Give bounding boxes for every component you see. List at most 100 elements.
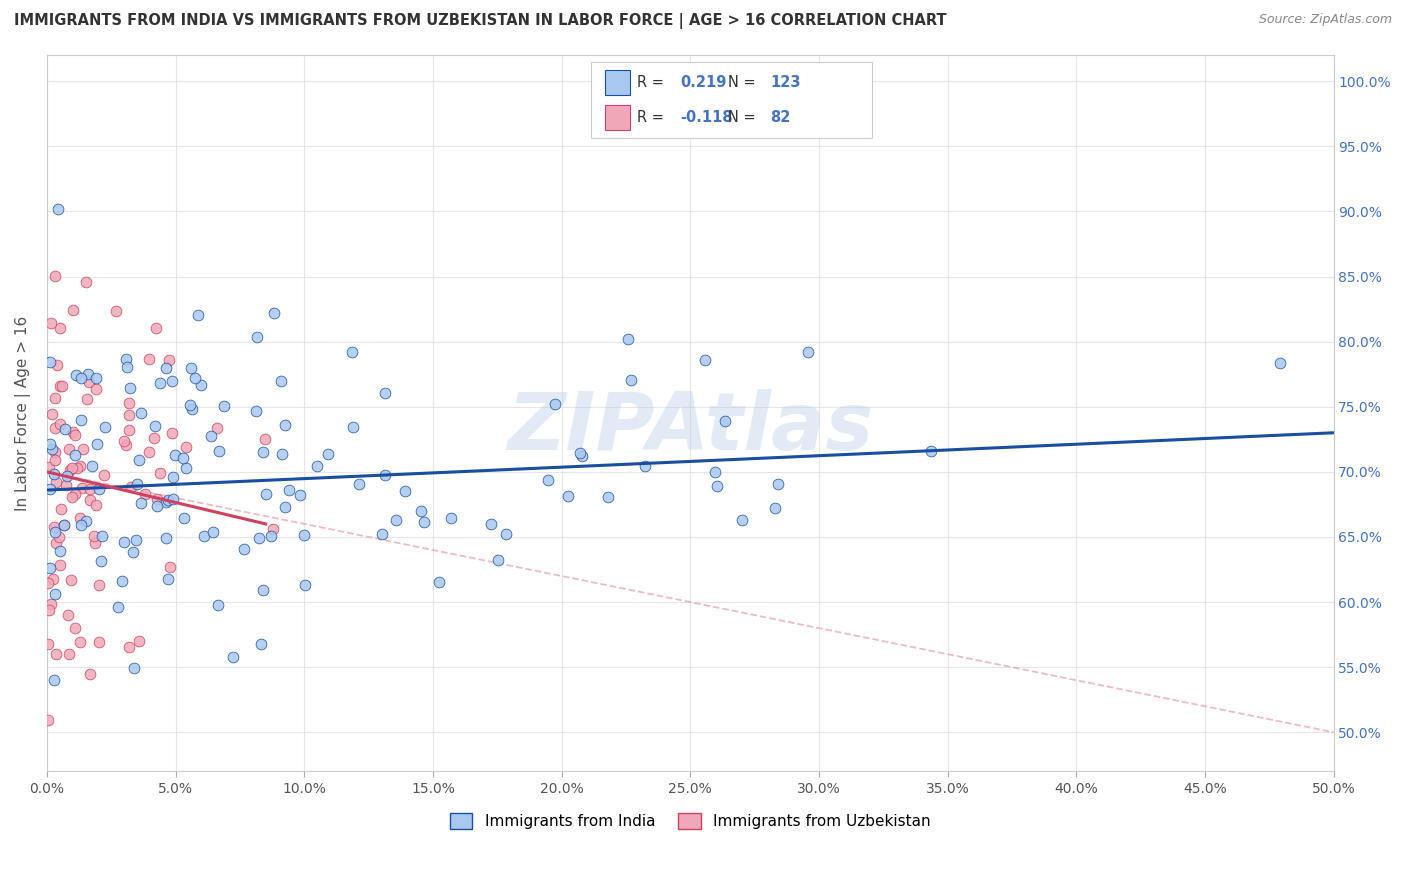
Point [51,379,73,393]
Point [143,419,166,434]
Point [49,417,72,431]
Point [59,573,82,587]
Point [125,533,148,547]
Point [409,504,432,518]
Point [270,447,292,461]
Point [537,473,560,487]
Point [181,402,204,417]
Point [260,529,283,543]
Point [89,634,111,648]
Point [201,525,224,540]
Point [131,496,153,510]
Point [212,399,235,413]
Point [294,578,316,592]
Point [252,583,274,598]
Point [44,524,66,539]
Point [146,491,169,506]
Point [63,621,86,635]
Point [1270,356,1292,370]
Point [38,437,60,451]
Point [70,517,93,532]
Point [371,526,394,541]
Point [145,321,167,335]
Point [44,520,66,534]
Point [63,487,86,501]
Point [37,713,59,727]
Point [48,530,70,544]
Point [44,421,66,435]
Point [118,381,141,395]
Point [58,647,80,661]
Text: 0.219: 0.219 [681,76,727,90]
Point [90,554,112,568]
Point [37,637,59,651]
Point [122,660,145,674]
Point [479,517,502,532]
Point [207,421,229,435]
Legend: Immigrants from India, Immigrants from Uzbekistan: Immigrants from India, Immigrants from U… [443,807,936,835]
Point [731,514,754,528]
Point [55,478,77,492]
Point [156,572,179,586]
Point [52,518,75,533]
Point [118,640,141,654]
Point [69,371,91,385]
Point [69,413,91,427]
Point [60,461,83,475]
Point [207,598,229,612]
Point [56,607,79,622]
Point [105,304,128,318]
Text: 82: 82 [770,111,790,125]
Point [69,634,91,648]
Point [222,649,245,664]
Point [38,482,60,496]
Point [193,529,215,543]
Point [59,463,82,477]
Point [190,377,212,392]
Point [38,603,60,617]
Point [118,395,141,409]
Point [84,371,107,385]
Point [557,489,579,503]
Point [128,452,150,467]
Point [63,427,86,442]
Point [342,420,364,434]
Point [180,360,202,375]
Point [38,459,60,474]
Point [200,429,222,443]
Point [232,542,254,557]
Point [183,371,205,385]
Point [39,598,62,612]
Point [316,446,339,460]
Point [42,673,65,688]
Point [155,531,177,545]
Point [569,446,592,460]
Point [69,458,91,473]
Point [138,445,160,459]
Point [58,442,80,456]
Point [79,493,101,508]
Point [439,511,461,525]
Point [48,202,70,217]
Point [347,476,370,491]
Point [155,495,177,509]
Point [307,458,329,473]
Point [155,360,177,375]
Point [274,500,297,514]
Point [149,467,172,481]
Point [53,422,76,436]
Point [93,468,115,483]
Point [263,306,285,320]
Point [162,491,184,506]
Point [693,352,716,367]
Point [38,560,60,574]
Point [49,544,72,558]
Point [134,487,156,501]
Point [65,368,87,382]
Point [60,490,83,504]
Point [179,398,201,412]
Point [160,374,183,388]
Point [76,392,98,406]
Text: ZIPAtlas: ZIPAtlas [508,389,873,467]
Point [49,320,72,334]
